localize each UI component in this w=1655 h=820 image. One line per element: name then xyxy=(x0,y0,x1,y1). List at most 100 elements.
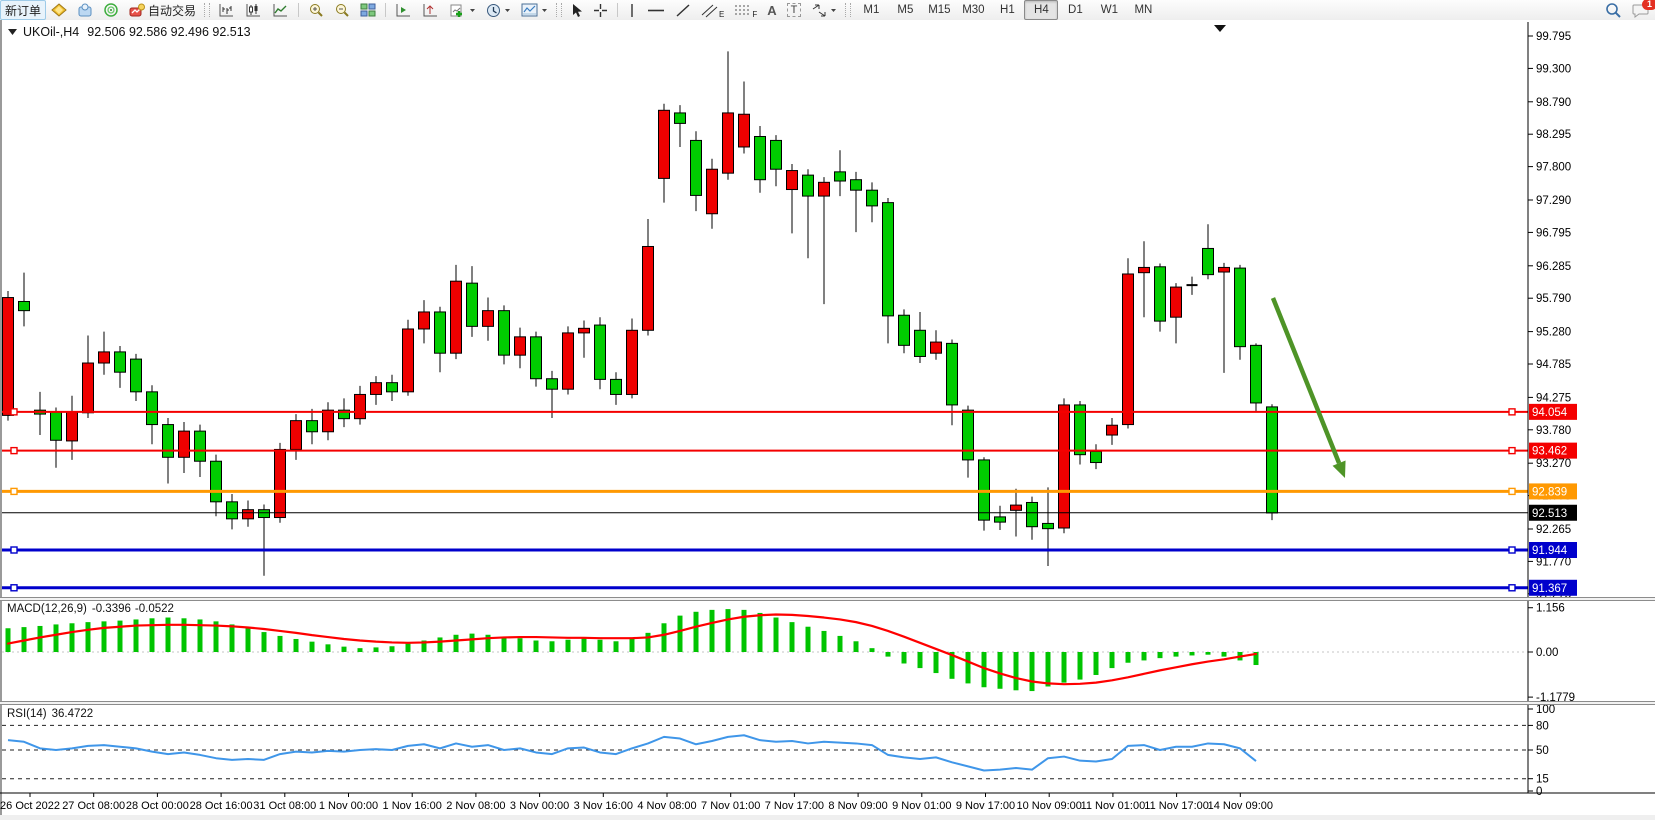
fibo-letter: F xyxy=(752,10,758,19)
hline-handle[interactable] xyxy=(10,446,18,455)
hline-handle[interactable] xyxy=(1508,546,1516,554)
bear-candle xyxy=(994,516,1006,523)
new-chart-icon xyxy=(450,4,463,17)
price-badge-92.513 xyxy=(1529,504,1577,521)
text-tool-button[interactable]: A xyxy=(762,0,781,20)
template-icon xyxy=(521,3,538,17)
bull-candle xyxy=(242,509,254,520)
notifications-button[interactable]: 1 xyxy=(1627,0,1655,20)
price-badge-91.367 xyxy=(1529,579,1577,596)
green-arrow-shaft[interactable] xyxy=(1270,297,1342,464)
price-tick-label: 97.800 xyxy=(1536,162,1571,174)
hline-handle[interactable] xyxy=(1508,446,1516,455)
timeframe-button-h4[interactable]: H4 xyxy=(1024,0,1059,20)
market-watch-button[interactable] xyxy=(46,0,72,20)
panel-separator[interactable] xyxy=(0,701,1655,705)
trendline-tool-button[interactable] xyxy=(670,0,696,20)
new-order-button[interactable]: 新订单 xyxy=(0,0,47,20)
price-tick-label: 98.790 xyxy=(1536,97,1571,109)
macd-histogram-bar xyxy=(261,632,267,652)
macd-histogram-bar xyxy=(101,621,107,652)
bear-candle xyxy=(850,179,862,191)
bull-candle xyxy=(1010,504,1022,511)
signals-button[interactable] xyxy=(98,0,124,20)
period-button[interactable] xyxy=(481,0,516,20)
time-tick-label: 14 Nov 09:00 xyxy=(1208,800,1273,812)
timeframe-button-w1[interactable]: W1 xyxy=(1100,4,1119,16)
hline-handle[interactable] xyxy=(10,546,18,554)
chart-canvas[interactable]: 99.795 99.300 98.790 98.295 97.800 97.290 96.7… xyxy=(0,20,1655,820)
cursor-tool-button[interactable] xyxy=(565,0,588,20)
hline-handle[interactable] xyxy=(10,408,18,416)
hline-handle[interactable] xyxy=(1508,408,1516,416)
timeframe-button-mn[interactable]: MN xyxy=(1134,4,1153,16)
timeframe-button-m1[interactable]: M1 xyxy=(863,4,880,16)
crosshair-tool-button[interactable] xyxy=(588,0,613,20)
macd-histogram-bar xyxy=(69,623,75,652)
arrows-tool-button[interactable] xyxy=(806,0,842,20)
bull-candle xyxy=(322,409,334,433)
templates-button[interactable] xyxy=(516,0,553,20)
timeframe-button-m5[interactable]: M5 xyxy=(897,4,914,16)
hline-handle[interactable] xyxy=(1508,584,1516,592)
channel-tool-button[interactable]: E xyxy=(696,0,729,20)
green-arrow-head[interactable] xyxy=(1332,460,1346,478)
symbol-dropdown-icon[interactable] xyxy=(8,29,17,35)
bull-candle xyxy=(66,411,78,442)
toolbar-separator xyxy=(617,3,619,17)
bear-candle xyxy=(306,420,318,433)
macd-histogram-bar xyxy=(533,640,539,652)
bear-candle xyxy=(546,378,558,390)
chart-shift-button[interactable] xyxy=(417,0,444,20)
macd-histogram-bar xyxy=(341,646,347,652)
bear-candle xyxy=(226,501,238,520)
timeframe-button-m15[interactable]: M15 xyxy=(928,4,951,16)
search-button[interactable] xyxy=(1600,0,1627,20)
bear-candle xyxy=(610,378,622,395)
autotrading-button[interactable]: 自动交易 xyxy=(124,0,201,20)
timeframe-button-d1[interactable]: D1 xyxy=(1068,4,1083,16)
price-badge-label: 92.839 xyxy=(1532,486,1567,498)
macd-histogram-bar xyxy=(613,641,619,652)
data-window-button[interactable] xyxy=(72,0,98,20)
candle-chart-mode-button[interactable] xyxy=(240,0,267,20)
chevron-down-icon xyxy=(505,8,511,12)
price-axis[interactable]: 99.795 99.300 98.790 98.295 97.800 97.290 96.7… xyxy=(1527,22,1577,798)
macd-histogram-bar xyxy=(1093,652,1099,675)
label-tool-button[interactable]: T xyxy=(782,0,807,20)
zoom-out-button[interactable] xyxy=(329,0,355,20)
vline-tool-button[interactable] xyxy=(622,0,642,20)
time-tick-label: 10 Nov 09:00 xyxy=(1016,800,1081,812)
panel-separator[interactable] xyxy=(0,597,1655,601)
hline-handle[interactable] xyxy=(10,487,18,496)
time-tick-label: 2 Nov 08:00 xyxy=(446,800,505,812)
hline-handle[interactable] xyxy=(10,584,18,592)
price-tick-label: 95.280 xyxy=(1536,327,1571,339)
fibonacci-tool-button[interactable]: F xyxy=(729,0,762,20)
time-tick-label: 11 Nov 17:00 xyxy=(1144,800,1209,812)
time-tick-label: 28 Oct 16:00 xyxy=(190,800,253,812)
macd-histogram-bar xyxy=(389,646,395,652)
auto-scroll-button[interactable] xyxy=(390,0,417,20)
macd-histogram-bar xyxy=(1221,652,1227,657)
macd-histogram-bar xyxy=(741,609,747,652)
hline-tool-button[interactable] xyxy=(642,0,670,20)
line-chart-mode-button[interactable] xyxy=(267,0,294,20)
timeframe-button-m30[interactable]: M30 xyxy=(962,4,985,16)
chart-shift-marker[interactable] xyxy=(1214,25,1226,32)
horizontal-line-objects[interactable] xyxy=(2,408,1528,592)
time-axis[interactable]: 26 Oct 2022 27 Oct 08:00 28 Oct 00:00 28 Oc… xyxy=(0,792,1655,812)
macd-tick-label: 1.156 xyxy=(1536,603,1565,615)
hline-handle[interactable] xyxy=(1508,487,1516,496)
bar-chart-mode-button[interactable] xyxy=(213,0,240,20)
zoom-in-button[interactable] xyxy=(303,0,329,20)
new-chart-button[interactable] xyxy=(444,0,481,20)
rsi-tick-label: 80 xyxy=(1536,720,1549,732)
price-badge-94.054 xyxy=(1529,403,1577,420)
price-tick-label: 96.795 xyxy=(1536,227,1571,239)
annotation-arrow[interactable] xyxy=(1270,297,1346,478)
bear-candle xyxy=(386,382,398,393)
time-tick-label: 11 Nov 01:00 xyxy=(1081,800,1146,812)
timeframe-button-h1[interactable]: H1 xyxy=(1000,4,1015,16)
tile-windows-button[interactable] xyxy=(355,0,381,20)
